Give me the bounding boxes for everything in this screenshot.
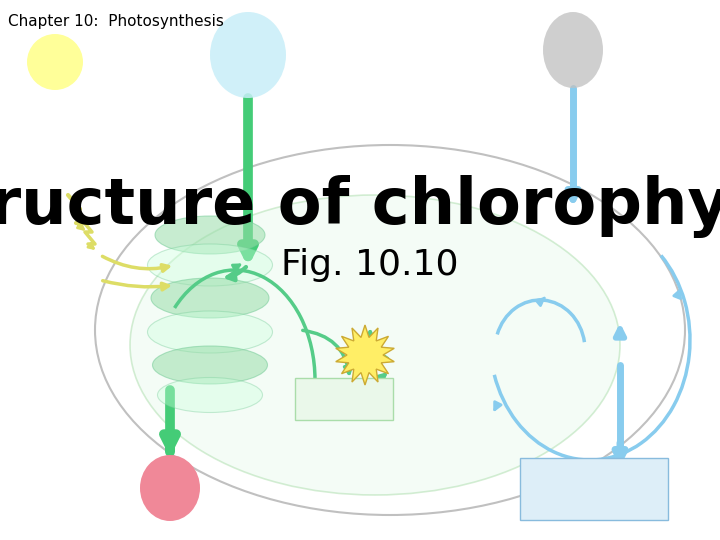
Ellipse shape xyxy=(158,377,263,413)
Ellipse shape xyxy=(153,346,268,384)
Ellipse shape xyxy=(148,311,272,353)
Text: Chapter 10:  Photosynthesis: Chapter 10: Photosynthesis xyxy=(8,14,224,29)
Ellipse shape xyxy=(130,195,620,495)
Ellipse shape xyxy=(155,216,265,254)
Ellipse shape xyxy=(210,12,286,98)
Text: Fig. 10.10: Fig. 10.10 xyxy=(282,248,459,282)
Ellipse shape xyxy=(151,278,269,318)
Text: structure of chlorophyll:: structure of chlorophyll: xyxy=(0,175,720,238)
Bar xyxy=(520,458,668,520)
Ellipse shape xyxy=(27,34,83,90)
Ellipse shape xyxy=(140,455,200,521)
Ellipse shape xyxy=(148,244,272,286)
Ellipse shape xyxy=(543,12,603,88)
Polygon shape xyxy=(336,325,395,385)
Bar xyxy=(295,378,393,420)
